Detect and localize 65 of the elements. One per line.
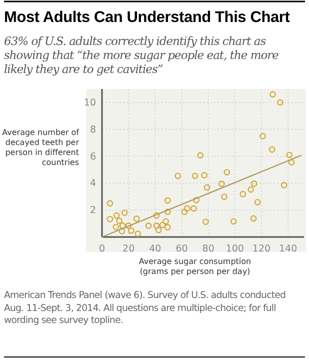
- point: [268, 146, 276, 153]
- point: [270, 91, 276, 98]
- y-tick-label: 2: [90, 205, 96, 216]
- point: [201, 172, 208, 178]
- x-axis-title: Average sugar consumption (grams per person per day): [138, 257, 252, 277]
- point: [184, 205, 190, 212]
- point: [153, 222, 160, 229]
- chart-subtitle: 63% of U.S. adults correctly identify this chart as showing that “the more sugar people eat, the more likely they are to get cavities”: [4, 34, 280, 76]
- point: [254, 198, 261, 206]
- y-tick-label: 10: [84, 97, 96, 108]
- point: [162, 218, 169, 225]
- point: [230, 218, 237, 225]
- point: [113, 212, 120, 219]
- point: [164, 197, 171, 204]
- y-tick-label: 8: [90, 124, 96, 136]
- point: [190, 205, 197, 212]
- point: [133, 216, 140, 222]
- x-tick-label: 100: [226, 244, 244, 255]
- point: [288, 159, 295, 166]
- point: [106, 200, 114, 207]
- x-tick-label: 120: [252, 244, 271, 255]
- point: [125, 222, 132, 229]
- point: [260, 132, 266, 140]
- chart-title: Most Adults Can Understand This Chart: [4, 9, 290, 27]
- point: [118, 228, 126, 234]
- x-tick-label: 140: [278, 244, 298, 255]
- point: [218, 180, 225, 188]
- point: [202, 218, 209, 225]
- point: [153, 212, 160, 219]
- point: [121, 210, 128, 216]
- point: [240, 190, 246, 198]
- point: [276, 99, 284, 106]
- point: [106, 216, 114, 222]
- point: [164, 224, 171, 231]
- point: [192, 172, 198, 180]
- point: [181, 208, 188, 216]
- point: [112, 224, 120, 230]
- y-tick-label: 4: [90, 178, 96, 190]
- point: [116, 218, 122, 224]
- point: [204, 184, 210, 191]
- x-tick-label: 60: [176, 244, 188, 255]
- point: [159, 222, 166, 228]
- point: [197, 152, 204, 159]
- point: [193, 196, 200, 204]
- y-tick-label: 6: [90, 151, 96, 162]
- point: [224, 169, 230, 176]
- point: [286, 152, 293, 158]
- x-tick-label: 0: [98, 244, 106, 255]
- point: [155, 226, 162, 234]
- x-tick-label: 20: [122, 244, 135, 255]
- point: [280, 182, 288, 188]
- x-tick-label: 80: [202, 244, 214, 255]
- point: [250, 180, 258, 187]
- point: [145, 222, 152, 229]
- point: [128, 227, 134, 234]
- text: American Trends Panel (wave 6). Survey of U.S. adults conducted Aug. 11-Sept. 3, 2014. All questions are multiple-choice; for full wording see survey topline.: [4, 290, 287, 328]
- x-tick-label: 40: [149, 244, 162, 255]
- point: [248, 186, 254, 193]
- point: [174, 172, 181, 180]
- y-axis-title: Average number of decayed teeth per person in different countries: [2, 128, 79, 168]
- point: [119, 222, 126, 229]
- point: [134, 230, 142, 237]
- point: [221, 194, 228, 200]
- point: [164, 208, 171, 216]
- point: [250, 215, 257, 222]
